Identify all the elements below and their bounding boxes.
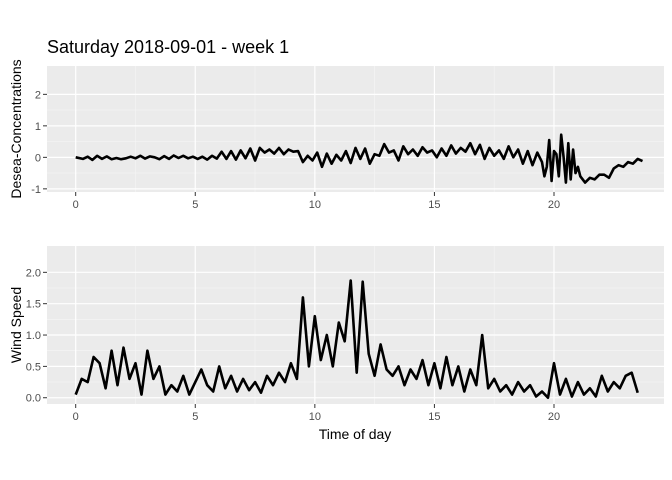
bottom-y-tick-label: 1.0: [26, 330, 41, 342]
bottom-x-tick-label: 20: [548, 411, 560, 423]
bottom-x-tick-label: 10: [309, 411, 321, 423]
bottom-y-tick-label: 0.5: [26, 361, 41, 373]
top-y-tick-label: 2: [35, 89, 41, 101]
bottom-x-tick-label: 5: [192, 411, 198, 423]
bottom-y-axis-title: Wind Speed: [8, 287, 24, 363]
bottom-y-tick-label: 2.0: [26, 267, 41, 279]
bottom-data-line: [74, 279, 639, 399]
top-plot-panel: [47, 66, 664, 192]
bottom-chart: 0.0 0.5 1.0 1.5 2.0 0 5 10 15 20 Wind Speed Time…: [8, 246, 664, 442]
top-y-axis-title: Desea-Concentrations: [8, 59, 24, 198]
top-x-tick-label: 5: [192, 199, 198, 211]
bottom-y-tick-label: 0.0: [26, 393, 41, 405]
top-chart: Saturday 2018-09-01 - week 1 -1 0 1 2 0 5 10 1…: [8, 37, 664, 211]
bottom-x-ticks: 0 5 10 15 20: [73, 404, 560, 423]
bottom-y-ticks: 0.0 0.5 1.0 1.5 2.0: [26, 267, 47, 405]
bottom-y-tick-label: 1.5: [26, 299, 41, 311]
top-x-tick-label: 15: [428, 199, 440, 211]
top-x-ticks: 0 5 10 15 20: [73, 192, 560, 211]
top-x-tick-label: 10: [309, 199, 321, 211]
top-y-tick-label: 1: [35, 121, 41, 133]
top-chart-title: Saturday 2018-09-01 - week 1: [47, 37, 289, 57]
bottom-x-axis-title: Time of day: [319, 426, 392, 442]
top-x-tick-label: 0: [73, 199, 79, 211]
top-y-tick-label: 0: [35, 152, 41, 164]
top-data-line: [75, 133, 644, 184]
top-y-tick-label: -1: [31, 184, 41, 196]
top-x-tick-label: 20: [548, 199, 560, 211]
bottom-x-tick-label: 0: [73, 411, 79, 423]
top-y-ticks: -1 0 1 2: [31, 89, 47, 196]
bottom-x-tick-label: 15: [428, 411, 440, 423]
